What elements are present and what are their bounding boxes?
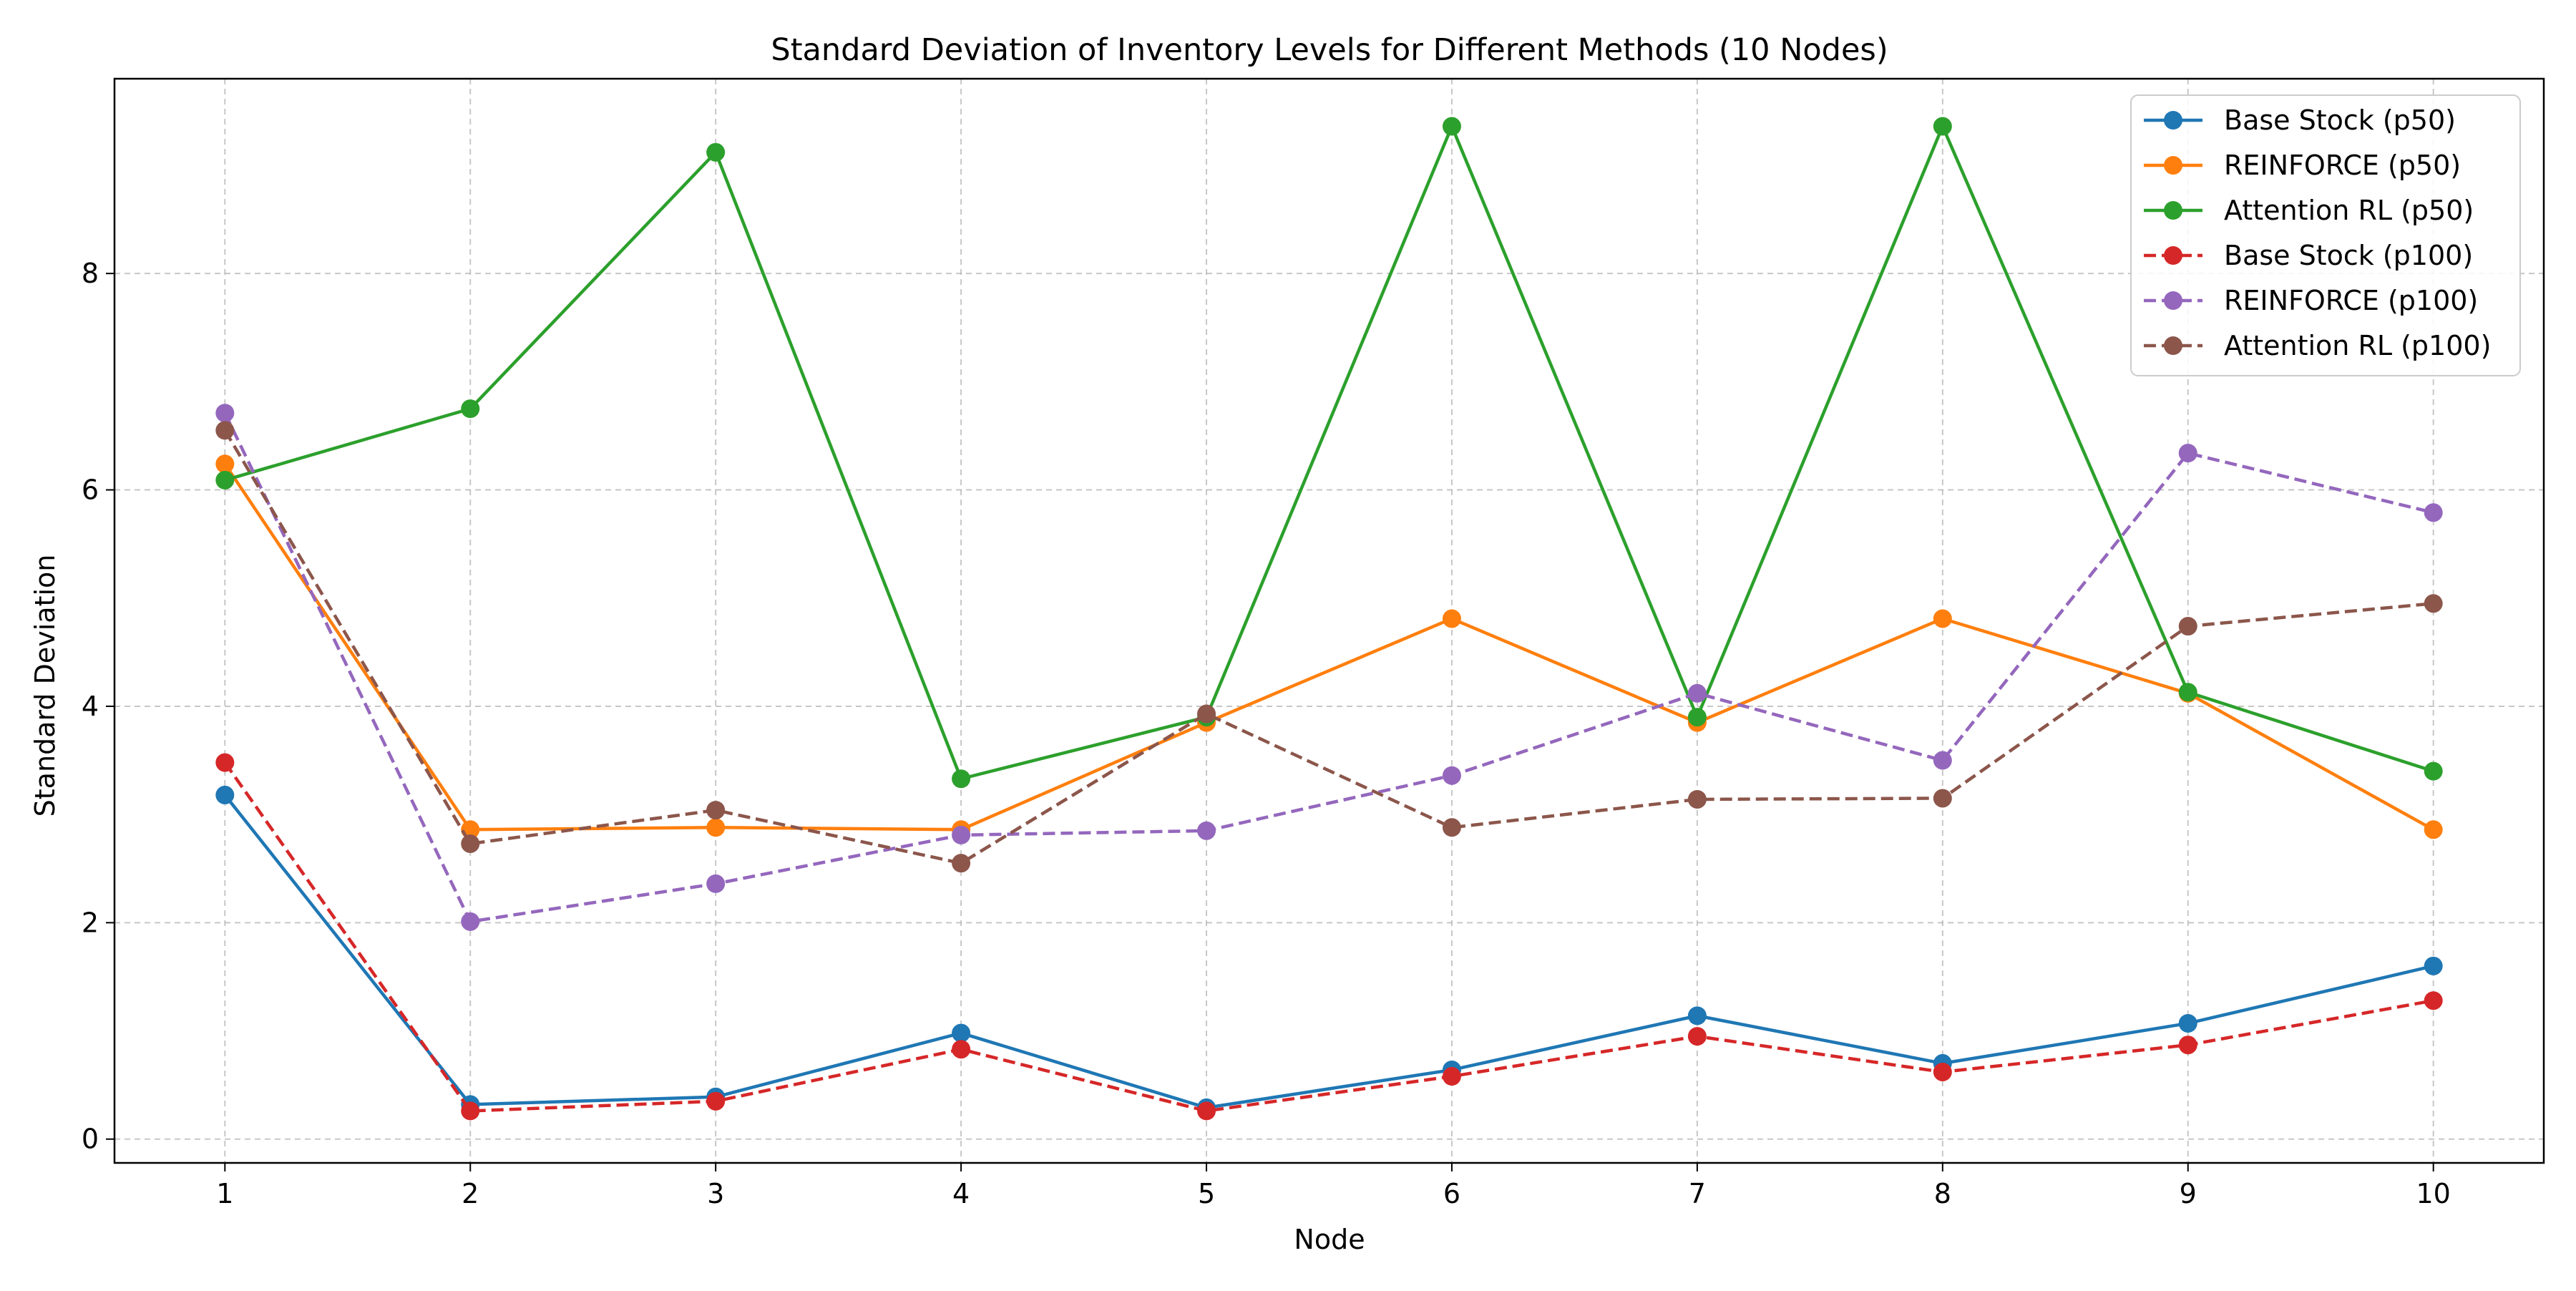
x-tick-label: 6: [1443, 1178, 1460, 1209]
data-point: [706, 801, 726, 820]
axes: 1 2 3 4 5 6 7 8 9 10 0 2 4 6 8: [82, 258, 2451, 1209]
data-point: [2424, 820, 2443, 839]
data-point: [1933, 117, 1952, 136]
data-point: [2178, 1013, 2197, 1033]
data-point: [952, 1023, 971, 1043]
y-tick-label: 8: [82, 258, 99, 289]
data-point: [1933, 1062, 1952, 1081]
data-point: [1442, 609, 1461, 628]
data-point: [1442, 1067, 1461, 1086]
data-point: [706, 874, 726, 893]
legend-swatch-marker: [2164, 336, 2182, 355]
data-point: [215, 454, 235, 474]
series-line: [223, 463, 2434, 832]
legend-label: REINFORCE (p50): [2224, 150, 2461, 181]
data-point: [215, 404, 235, 423]
y-tick-label: 6: [82, 474, 99, 506]
y-tick-label: 0: [82, 1124, 99, 1155]
data-point: [952, 854, 971, 873]
data-point: [1933, 789, 1952, 808]
series-line: [223, 429, 2434, 865]
data-point: [461, 834, 480, 853]
data-point: [2178, 444, 2197, 463]
legend-label: Base Stock (p50): [2224, 104, 2456, 136]
x-axis-label: Node: [1294, 1224, 1365, 1255]
data-point: [1687, 1027, 1707, 1046]
data-point: [2424, 503, 2443, 522]
data-point: [2178, 683, 2197, 702]
x-tick-label: 7: [1689, 1178, 1706, 1209]
legend-swatch-marker: [2164, 156, 2182, 175]
data-point: [1687, 683, 1707, 703]
data-point: [215, 421, 235, 440]
data-point: [952, 825, 971, 844]
data-point: [706, 818, 726, 837]
data-point: [461, 912, 480, 931]
data-point: [1197, 1101, 1216, 1121]
legend: Base Stock (p50) REINFORCE (p50) Attention…: [2130, 94, 2521, 376]
series-line: [223, 794, 2434, 1110]
data-point: [1933, 751, 1952, 770]
y-tick-label: 2: [82, 907, 99, 938]
data-point: [952, 769, 971, 789]
x-tick-label: 10: [2416, 1178, 2451, 1209]
x-tick-label: 4: [952, 1178, 970, 1209]
data-point: [215, 785, 235, 804]
data-point: [952, 1040, 971, 1059]
data-point: [706, 1091, 726, 1111]
legend-box: [2130, 94, 2521, 376]
data-point: [706, 142, 726, 162]
x-tick-label: 2: [462, 1178, 479, 1209]
legend-swatch-marker: [2164, 111, 2182, 130]
legend-label: REINFORCE (p100): [2224, 285, 2478, 316]
data-point: [1442, 766, 1461, 785]
data-point: [1687, 1006, 1707, 1026]
x-tick-label: 1: [216, 1178, 233, 1209]
series-line: [224, 125, 2434, 781]
data-point: [461, 1101, 480, 1121]
data-point: [2178, 1036, 2197, 1055]
x-tick-label: 3: [707, 1178, 724, 1209]
legend-label: Base Stock (p100): [2224, 240, 2473, 271]
data-point: [1197, 704, 1216, 724]
data-point: [2424, 761, 2443, 781]
legend-swatch-marker: [2164, 291, 2182, 310]
legend-swatch-marker: [2164, 246, 2182, 265]
data-point: [1197, 821, 1216, 840]
legend-label: Attention RL (p50): [2224, 195, 2474, 226]
data-point: [215, 470, 235, 489]
data-point: [1442, 117, 1461, 136]
data-point: [2424, 956, 2443, 975]
y-axis-label: Standard Deviation: [29, 555, 61, 817]
data-point: [2424, 991, 2443, 1010]
data-point: [2424, 594, 2443, 613]
x-tick-label: 8: [1934, 1178, 1951, 1209]
y-tick-label: 4: [82, 691, 99, 722]
legend-swatch-marker: [2164, 201, 2182, 220]
series-line: [223, 412, 2434, 924]
data-point: [461, 399, 480, 419]
data-point: [1933, 609, 1952, 628]
chart-title: Standard Deviation of Inventory Levels f…: [771, 32, 1888, 68]
plot-frame: [113, 77, 2545, 1164]
series-layer: [215, 117, 2443, 1121]
legend-label: Attention RL (p100): [2224, 330, 2491, 361]
data-point: [1687, 708, 1707, 727]
data-point: [2178, 617, 2197, 636]
data-point: [1687, 789, 1707, 809]
x-tick-label: 9: [2180, 1178, 2197, 1209]
x-tick-label: 5: [1198, 1178, 1215, 1209]
data-point: [1442, 818, 1461, 837]
series-line: [223, 761, 2434, 1113]
data-point: [215, 753, 235, 772]
